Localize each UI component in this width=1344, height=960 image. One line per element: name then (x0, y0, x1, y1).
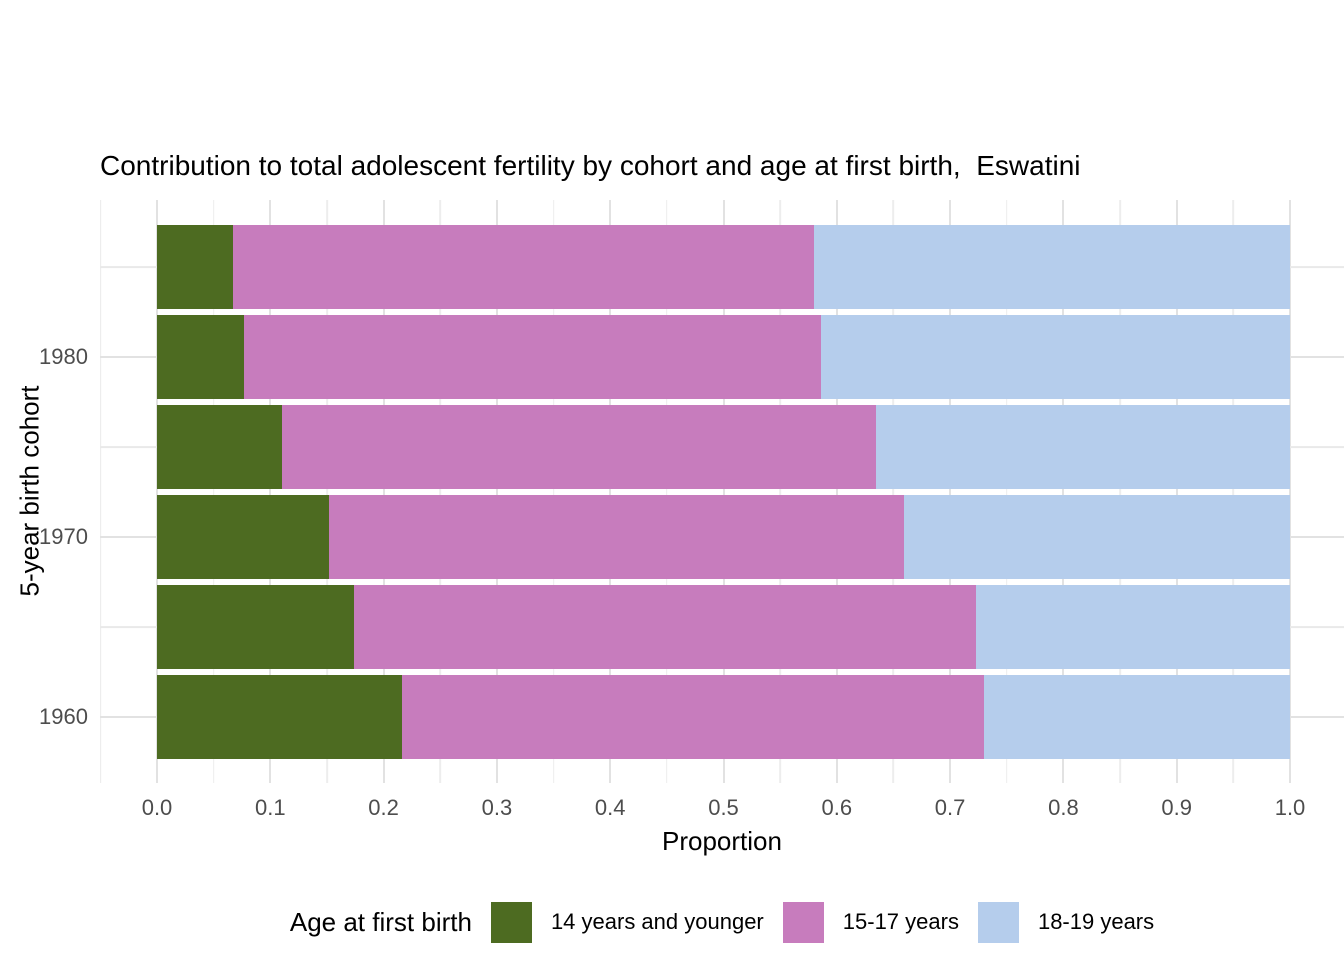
x-tick-label: 0.8 (1048, 795, 1079, 820)
plot-panel (100, 200, 1344, 783)
x-tick-label: 0.0 (141, 795, 173, 820)
x-minor-gridline (1005, 200, 1008, 783)
bar-row-1960 (157, 675, 1290, 759)
bar-row-1965 (157, 585, 1290, 669)
bar-segment (244, 315, 821, 399)
x-minor-gridline (1119, 200, 1121, 783)
bar-row-1975 (157, 405, 1290, 489)
x-tick-label: 1.0 (1274, 795, 1306, 820)
x-major-gridline (1289, 200, 1291, 783)
x-minor-gridline (892, 200, 895, 783)
bar-segment (354, 585, 977, 669)
x-minor-gridline (552, 200, 555, 783)
x-tick-label: 0.9 (1161, 795, 1192, 820)
bar-segment (157, 315, 245, 399)
bar-segment (157, 495, 330, 579)
x-major-gridline (382, 200, 385, 783)
y-tick-label: 1960 (39, 704, 88, 729)
chart-title: Contribution to total adolescent fertili… (100, 150, 1081, 181)
bar-segment (157, 225, 233, 309)
bar-segment (157, 405, 282, 489)
x-minor-gridline (1232, 200, 1235, 783)
legend-item: 14 years and younger (490, 901, 764, 943)
x-minor-gridline (779, 200, 781, 783)
x-major-gridline (722, 200, 725, 783)
x-minor-gridline (100, 200, 102, 783)
x-major-gridline (1062, 200, 1065, 783)
x-tick-label: 0.5 (708, 795, 739, 820)
bar-segment (820, 315, 1290, 399)
x-tick-label: 0.1 (255, 795, 286, 820)
bar-segment (157, 585, 355, 669)
legend-item: 18-19 years (977, 901, 1155, 943)
x-axis-tick-labels: 0.0 0.1 0.2 0.3 0.4 0.5 0.6 0.7 0.8 0.9 1.0 (142, 795, 1306, 821)
bar-segment (976, 585, 1290, 669)
bar-segment (281, 405, 877, 489)
bar-segment (903, 495, 1290, 579)
x-tick-label: 0.6 (821, 795, 853, 820)
bar-segment (232, 225, 815, 309)
x-major-gridline (495, 200, 498, 783)
bar-segment (814, 225, 1290, 309)
bar-segment (401, 675, 985, 759)
legend: Age at first birth 14 years and younger 1… (100, 899, 1344, 945)
x-minor-gridline (326, 200, 328, 783)
bar-segment (984, 675, 1290, 759)
x-tick-label: 0.2 (368, 795, 399, 820)
x-major-gridline (949, 200, 952, 783)
legend-swatch-icon (977, 901, 1019, 943)
vertical-gridlines (100, 200, 1291, 783)
x-major-gridline (269, 200, 272, 783)
bar-segment (157, 675, 402, 759)
bar-segment (329, 495, 904, 579)
x-tick-label: 0.7 (934, 795, 966, 820)
x-tick-label: 0.3 (481, 795, 513, 820)
bar-row-1970 (157, 495, 1290, 579)
x-major-gridline (609, 200, 612, 783)
x-axis-title: Proportion (662, 826, 782, 856)
x-minor-gridline (212, 200, 215, 783)
y-tick-label: 1970 (39, 524, 88, 549)
x-major-gridline (835, 200, 838, 783)
y-axis-title: 5-year birth cohort (14, 385, 45, 597)
bar-row-1985 (157, 225, 1290, 309)
x-minor-gridline (666, 200, 668, 783)
x-minor-gridline (439, 200, 442, 783)
legend-swatch-icon (490, 901, 532, 943)
legend-label: 18-19 years (1037, 909, 1155, 934)
legend-label: 15-17 years (842, 909, 959, 934)
legend-swatch-icon (782, 901, 824, 943)
legend-item: 15-17 years (782, 901, 959, 943)
bar-row-1980 (157, 315, 1290, 399)
y-tick-label: 1980 (39, 344, 88, 369)
x-major-gridline (156, 200, 158, 783)
bars-container (157, 225, 1290, 759)
y-axis-tick-labels: 1980 1970 1960 (0, 200, 88, 783)
bar-segment (876, 405, 1290, 489)
legend-title: Age at first birth (289, 906, 472, 937)
legend-label: 14 years and younger (550, 909, 764, 934)
x-major-gridline (1175, 200, 1178, 783)
x-tick-label: 0.4 (594, 795, 626, 820)
